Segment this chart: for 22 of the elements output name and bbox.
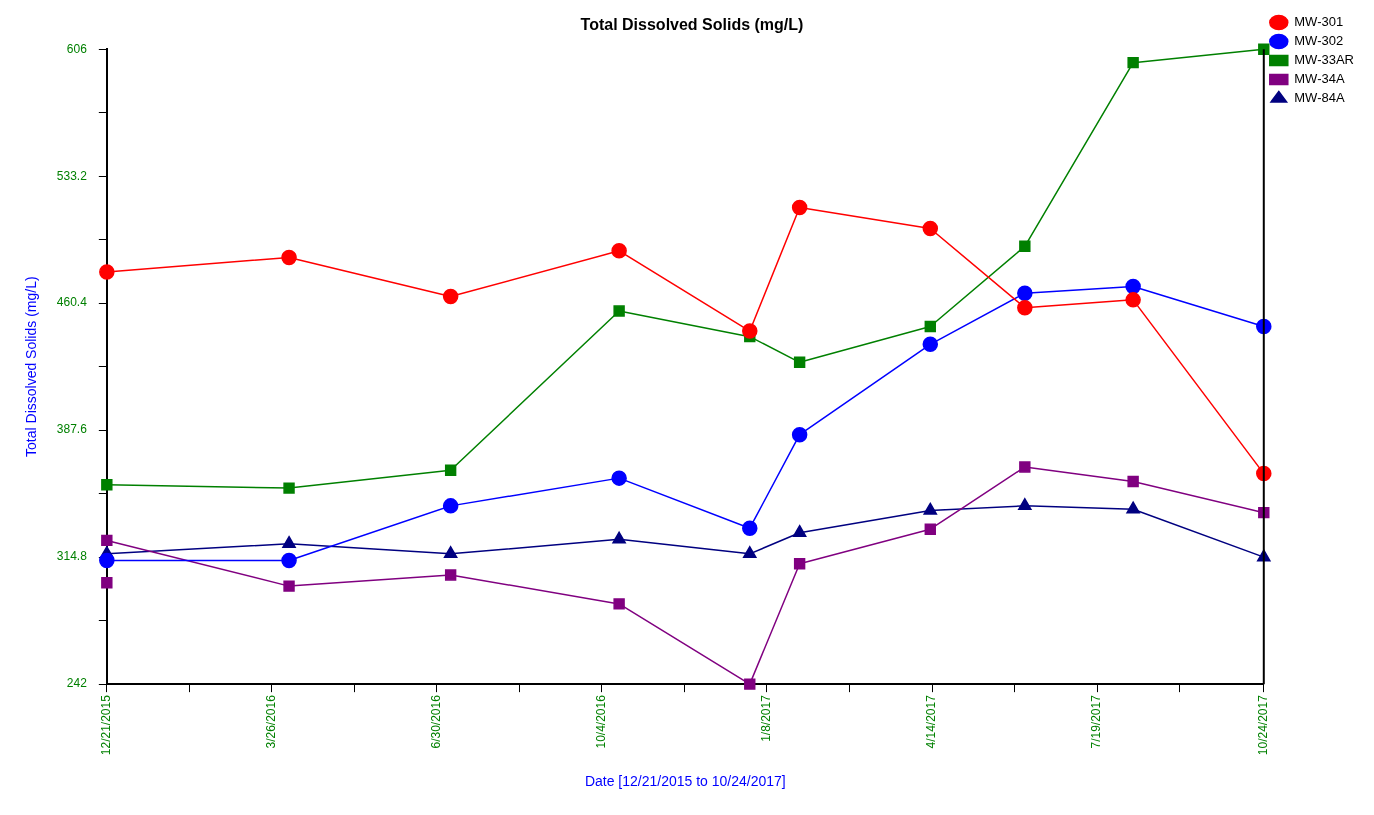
x-tick-label: 12/21/2015 [99, 694, 114, 756]
legend-label: MW-84A [1294, 90, 1345, 106]
legend-label: MW-302 [1294, 33, 1344, 49]
y-tick-label: 533.2 [56, 168, 88, 183]
legend-label: MW-34A [1294, 71, 1345, 87]
x-tick-label: 10/4/2016 [594, 694, 609, 749]
x-tick-label: 1/8/2017 [759, 694, 774, 742]
y-tick-label: 242 [66, 676, 88, 691]
y-tick-label: 387.6 [56, 422, 88, 437]
chart-title: Total Dissolved Solids (mg/L) [580, 16, 804, 34]
x-tick-label: 3/26/2016 [264, 694, 279, 749]
x-tick-label: 10/24/2017 [1256, 694, 1271, 756]
legend-label: MW-301 [1294, 14, 1344, 30]
y-tick-label: 314.8 [56, 549, 88, 564]
x-tick-label: 6/30/2016 [429, 694, 444, 749]
legend-label: MW-33AR [1294, 52, 1355, 68]
x-tick-label: 7/19/2017 [1089, 694, 1104, 749]
x-axis-title: Date [12/21/2015 to 10/24/2017] [584, 773, 786, 790]
y-tick-label: 606 [66, 41, 88, 56]
x-tick-label: 4/14/2017 [924, 694, 939, 749]
y-axis-title: Total Dissolved Solids (mg/L) [23, 276, 40, 457]
y-tick-label: 460.4 [56, 295, 88, 310]
